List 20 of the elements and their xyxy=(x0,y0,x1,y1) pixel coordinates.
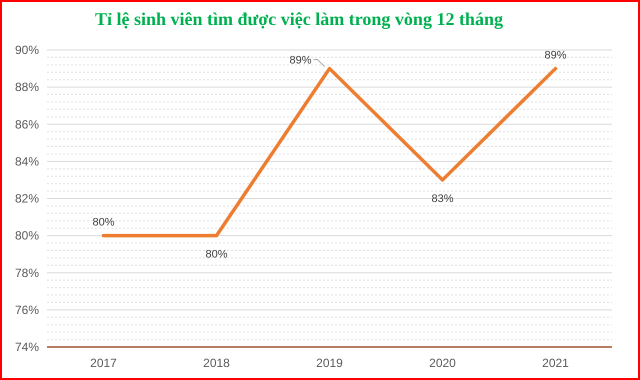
x-tick-label: 2018 xyxy=(203,356,230,370)
y-tick-label: 86% xyxy=(14,117,40,132)
x-tick-label: 2020 xyxy=(429,356,456,370)
chart-title: Tỉ lệ sinh viên tìm được việc làm trong vòng 12 tháng xyxy=(95,9,503,29)
data-label: 89% xyxy=(289,54,312,67)
data-label: 80% xyxy=(92,216,115,229)
y-tick-label: 74% xyxy=(14,340,40,354)
y-tick-label: 82% xyxy=(14,192,40,206)
data-label: 80% xyxy=(205,248,228,261)
data-label: 83% xyxy=(431,192,454,205)
x-tick-label: 2019 xyxy=(316,356,344,370)
x-tick-label: 2017 xyxy=(90,356,118,370)
data-label: 89% xyxy=(544,50,567,62)
y-tick-label: 84% xyxy=(14,154,40,168)
y-tick-label: 76% xyxy=(14,302,40,317)
x-tick-label: 2021 xyxy=(542,356,570,370)
y-tick-label: 90% xyxy=(14,43,40,57)
y-tick-label: 78% xyxy=(14,266,40,280)
y-tick-label: 80% xyxy=(14,228,40,243)
y-tick-label: 88% xyxy=(14,80,40,94)
